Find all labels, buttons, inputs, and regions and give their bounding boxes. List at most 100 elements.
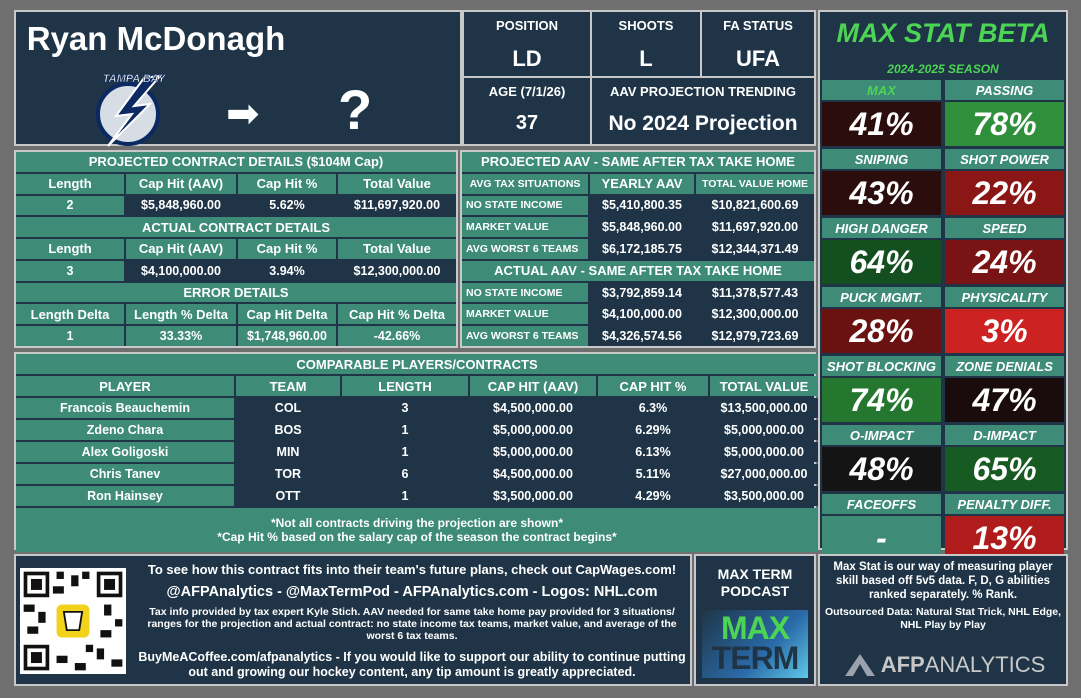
comp-length: 1 [342, 442, 468, 462]
age-label: AGE (7/1/26) [488, 84, 566, 99]
act-aav-title: ACTUAL AAV - SAME AFTER TAX TAKE HOME [462, 260, 814, 281]
comp-player: Alex Goligoski [16, 442, 234, 462]
comp-cap-pct: 6.29% [598, 420, 708, 440]
stat-value: 64% [822, 240, 941, 284]
row-label: NO STATE INCOME [462, 195, 588, 216]
stat-label: ZONE DENIALS [945, 356, 1064, 376]
shoots-value: L [639, 46, 653, 71]
podcast-title: MAX TERM PODCAST [717, 566, 793, 599]
stat-value: - [822, 516, 941, 560]
aav-panel: PROJECTED AAV - SAME AFTER TAX TAKE HOME… [460, 150, 816, 348]
maxstat-season: 2024-2025 SEASON [887, 62, 999, 76]
footer-coffee: BuyMeACoffee.com/afpanalytics - If you w… [138, 650, 686, 679]
afp-brand: AFP ANALYTICS [832, 652, 1058, 678]
row-label: MARKET VALUE [462, 217, 588, 238]
comp-total: $13,500,000.00 [710, 398, 818, 418]
stat-label: PASSING [945, 80, 1064, 100]
comp-length: 1 [342, 420, 468, 440]
stat-value: 48% [822, 447, 941, 491]
player-info: POSITION LD SHOOTS L FA STATUS UFA AGE (… [462, 10, 816, 146]
proj-aav-total: $12,344,371.49 [696, 239, 814, 259]
projected-cap-hit: $5,848,960.00 [126, 195, 236, 216]
fa-status-label: FA STATUS [723, 18, 793, 33]
column-header: Cap Hit (AAV) [126, 173, 236, 194]
comp-cap-pct: 6.3% [598, 398, 708, 418]
stat-value: 74% [822, 378, 941, 422]
projected-title: PROJECTED CONTRACT DETAILS ($104M Cap) [16, 152, 456, 172]
stat-label: SHOT POWER [945, 149, 1064, 169]
brand-analytics: ANALYTICS [924, 652, 1046, 677]
comp-total: $27,000,000.00 [710, 464, 818, 484]
row-label: AVG WORST 6 TEAMS [462, 326, 588, 346]
comp-cap-hit: $5,000,000.00 [470, 420, 596, 440]
stat-label: D-IMPACT [945, 425, 1064, 445]
aav-trend-value: No 2024 Projection [608, 112, 798, 135]
podcast-logo-max: MAX [720, 610, 790, 646]
actual-cap-hit: $4,100,000.00 [126, 260, 236, 281]
footer-info: To see how this contract fits into their… [14, 554, 692, 686]
stat-label: SPEED [945, 218, 1064, 238]
stat-value: 24% [945, 240, 1064, 284]
act-aav-value: $4,326,574.56 [590, 326, 694, 346]
column-header: TOTAL VALUE HOME [696, 173, 814, 194]
actual-length: 3 [16, 260, 124, 281]
proj-aav-total: $11,697,920.00 [696, 217, 814, 238]
proj-aav-title: PROJECTED AAV - SAME AFTER TAX TAKE HOME [462, 152, 814, 172]
svg-text:TAMPA BAY: TAMPA BAY [103, 73, 167, 85]
footer-capwages: To see how this contract fits into their… [147, 562, 677, 577]
stat-label: FACEOFFS [822, 494, 941, 514]
proj-aav-value: $5,410,800.35 [590, 195, 694, 216]
column-header: CAP HIT (AAV) [470, 376, 596, 396]
column-header: PLAYER [16, 376, 234, 396]
age-value: 37 [515, 112, 539, 134]
comp-team: COL [236, 398, 340, 418]
stat-value: 3% [945, 309, 1064, 353]
projected-length: 2 [16, 195, 124, 216]
comp-cap-pct: 4.29% [598, 486, 708, 506]
comp-team: BOS [236, 420, 340, 440]
arrow-right-icon: ➡ [226, 92, 260, 136]
proj-aav-value: $5,848,960.00 [590, 217, 694, 238]
shoots-label: SHOOTS [618, 18, 674, 33]
comparables-note-1: *Not all contracts driving the projectio… [270, 516, 564, 530]
column-header: AVG TAX SITUATIONS [462, 173, 588, 194]
actual-title: ACTUAL CONTRACT DETAILS [16, 217, 456, 238]
column-header: TOTAL VALUE [710, 376, 818, 396]
act-aav-value: $4,100,000.00 [590, 304, 694, 325]
comp-length: 1 [342, 486, 468, 506]
comp-length: 6 [342, 464, 468, 484]
column-header: Cap Hit % [238, 239, 336, 259]
stat-value: 13% [945, 516, 1064, 560]
row-label: MARKET VALUE [462, 304, 588, 325]
actual-total: $12,300,000.00 [338, 260, 456, 281]
error-cap-hit-delta: $1,748,960.00 [238, 326, 336, 346]
error-length-delta: 1 [16, 326, 124, 346]
comp-cap-hit: $5,000,000.00 [470, 442, 596, 462]
actual-cap-pct: 3.94% [238, 260, 336, 281]
comp-total: $3,500,000.00 [710, 486, 818, 506]
column-header: Total Value [338, 173, 456, 194]
comp-team: OTT [236, 486, 340, 506]
column-header: Cap Hit Delta [238, 304, 336, 325]
afp-logo-icon [844, 654, 875, 676]
stat-label: SHOT BLOCKING [822, 356, 941, 376]
column-header: Length [16, 173, 124, 194]
footer-tax-info: Tax info provided by tax expert Kyle Sti… [147, 606, 677, 642]
proj-aav-value: $6,172,185.75 [590, 239, 694, 259]
act-aav-total: $12,979,723.69 [696, 326, 814, 346]
act-aav-total: $12,300,000.00 [696, 304, 814, 325]
comp-player: Francois Beauchemin [16, 398, 234, 418]
column-header: Length % Delta [126, 304, 236, 325]
stat-value: 28% [822, 309, 941, 353]
maxstat-description: Max Stat is our way of measuring player … [833, 561, 1053, 601]
comp-length: 3 [342, 398, 468, 418]
footer-socials: @AFPAnalytics - @MaxTermPod - AFPAnalyti… [166, 584, 658, 600]
comp-cap-pct: 5.11% [598, 464, 708, 484]
column-header: Cap Hit % [238, 173, 336, 194]
comp-total: $5,000,000.00 [710, 420, 818, 440]
maxstat-panel: MAX STAT BETA 2024-2025 SEASON MAX 41% PAS… [818, 10, 1068, 560]
column-header: CAP HIT % [598, 376, 708, 396]
stat-value: 47% [945, 378, 1064, 422]
position-label: POSITION [495, 18, 559, 33]
act-aav-total: $11,378,577.43 [696, 282, 814, 303]
